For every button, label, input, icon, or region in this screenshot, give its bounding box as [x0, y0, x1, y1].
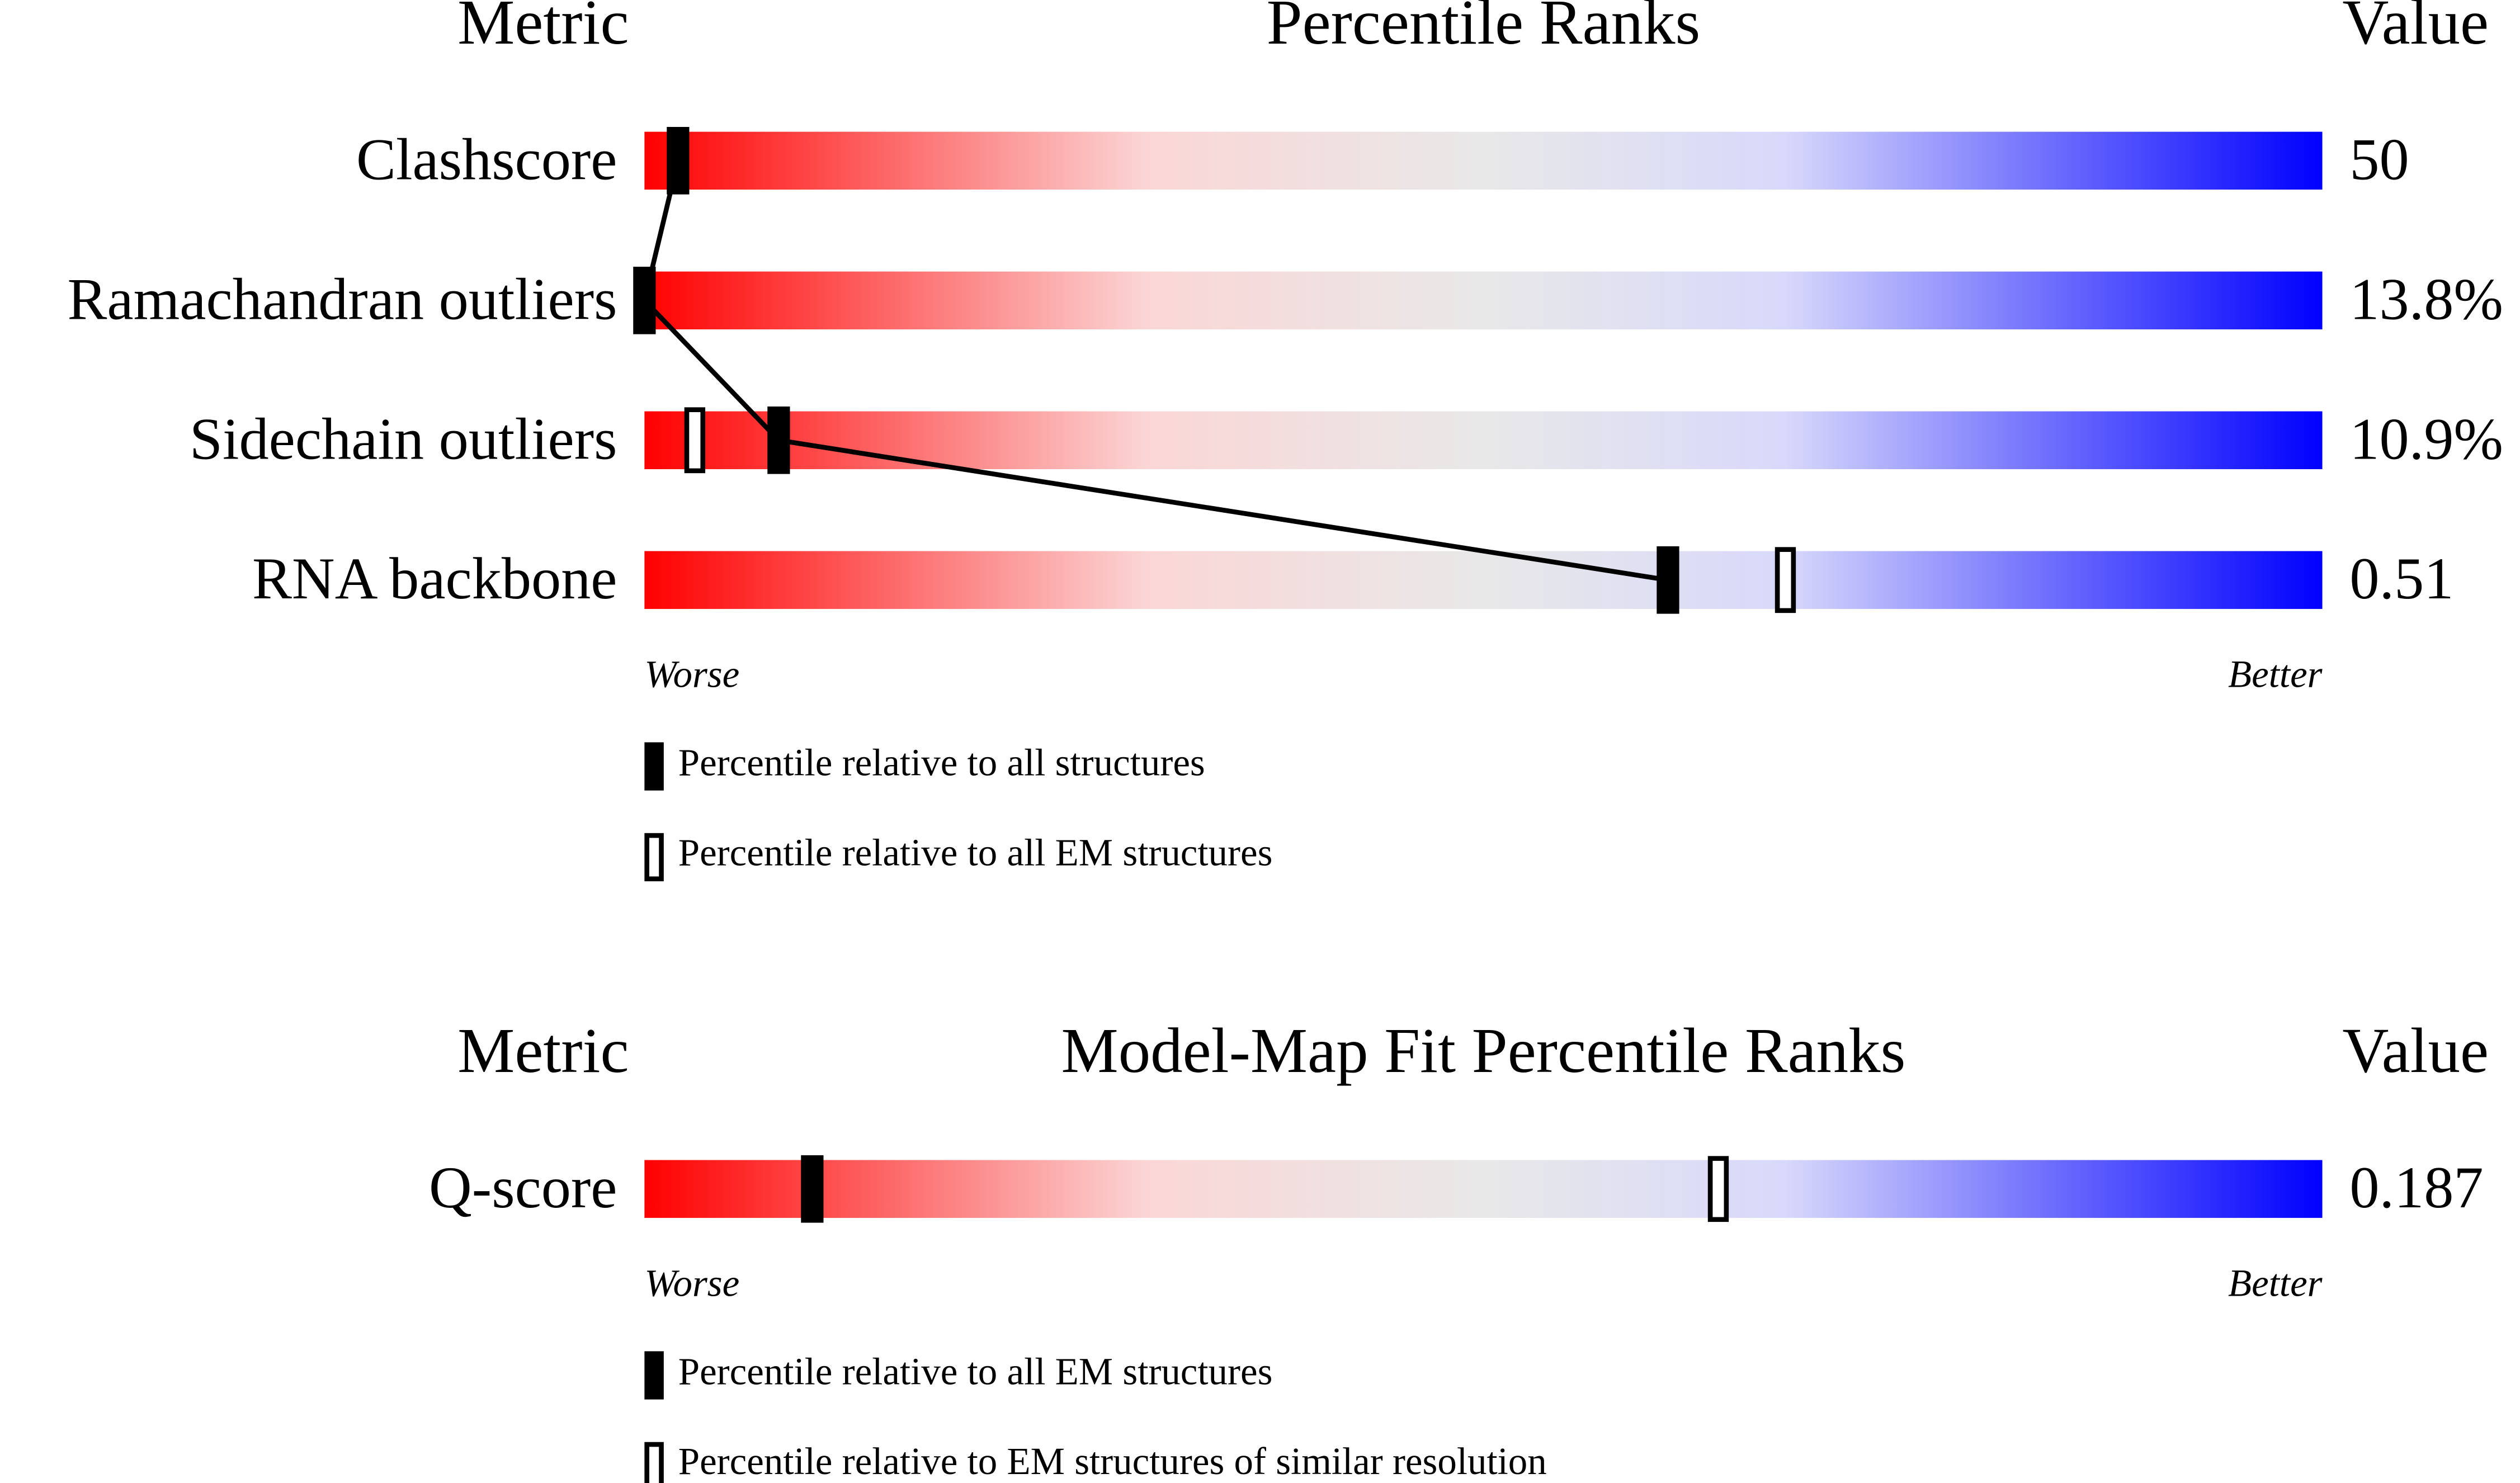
connector-line [641, 160, 1669, 583]
metric-value: 0.51 [2349, 545, 2453, 611]
panel-title: Percentile Ranks [1267, 0, 1701, 58]
metric-value: 10.9% [2349, 405, 2503, 471]
value-header: Value [2342, 0, 2489, 58]
metric-header: Metric [457, 0, 629, 58]
legend-label: Percentile relative to EM structures of … [678, 1440, 1547, 1482]
legend-label: Percentile relative to all EM structures [678, 1350, 1273, 1392]
metric-label: Sidechain outliers [190, 405, 617, 471]
percentile-marker [767, 406, 790, 474]
percentile-marker-open [1707, 1156, 1729, 1222]
percentile-bar [644, 271, 2323, 330]
legend-swatch [644, 1351, 664, 1400]
panel-title: Model-Map Fit Percentile Ranks [1061, 1015, 1906, 1086]
metric-label: Clashscore [356, 126, 617, 192]
percentile-marker [1657, 546, 1679, 614]
metric-label: RNA backbone [252, 545, 617, 611]
legend-swatch-open [644, 833, 664, 881]
percentile-bar [644, 551, 2323, 609]
metric-value: 50 [2349, 126, 2409, 192]
better-label: Better [2228, 1262, 2323, 1304]
percentile-bar [644, 131, 2323, 190]
percentile-bar [644, 411, 2323, 469]
percentile-marker [667, 126, 690, 195]
worse-label: Worse [644, 1262, 739, 1304]
metric-value: 0.187 [2349, 1154, 2483, 1220]
legend-label: Percentile relative to all EM structures [678, 831, 1273, 873]
better-label: Better [2228, 653, 2323, 695]
legend-swatch [644, 742, 664, 791]
percentile-marker [633, 266, 656, 334]
percentile-marker [801, 1155, 824, 1223]
worse-label: Worse [644, 653, 739, 695]
metric-label: Q-score [429, 1154, 617, 1220]
metric-label: Ramachandran outliers [68, 266, 617, 332]
legend-swatch-open [644, 1442, 664, 1483]
legend-label: Percentile relative to all structures [678, 741, 1205, 783]
panel: Metric Percentile Ranks Value Clashscore 50 R… [68, 0, 2503, 881]
value-header: Value [2342, 1015, 2489, 1086]
percentile-marker-open [684, 407, 706, 474]
metric-value: 13.8% [2349, 266, 2503, 332]
percentile-marker-open [1775, 547, 1796, 613]
panel: Metric Model-Map Fit Percentile Ranks Valu… [429, 1015, 2489, 1483]
percentile-bar [644, 1160, 2323, 1218]
metric-header: Metric [457, 1015, 629, 1086]
